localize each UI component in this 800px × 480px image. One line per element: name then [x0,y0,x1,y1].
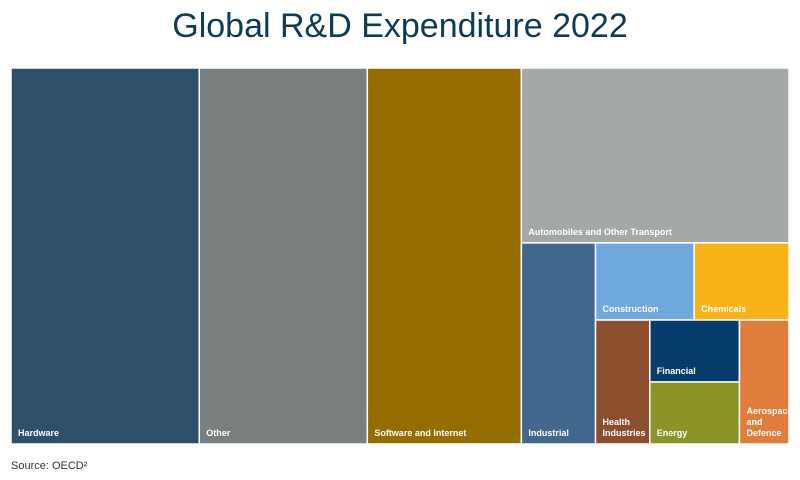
cell-label: Aerospace and Defence [746,406,795,438]
treemap-cell [693,242,790,321]
treemap-cell [594,319,651,445]
treemap-cell [649,319,741,383]
treemap-cell [738,319,790,445]
cell-label: Energy [657,428,688,438]
cell-label: Automobiles and Other Transport [528,227,672,237]
cell-label: Other [206,428,231,438]
treemap-cell [594,242,695,321]
source-note: Source: OECD² [11,460,88,472]
treemap-cell [520,242,597,445]
cell-label: Industrial [528,428,569,438]
cell-label: Financial [657,366,696,376]
treemap-cell [366,67,523,445]
cell-label: Hardware [18,428,59,438]
cell-label: Software and Internet [374,428,466,438]
treemap-cell [520,67,790,244]
cell-label: Chemicals [701,304,746,314]
cell-label: Health Industries [603,417,646,438]
cell-label: Construction [603,304,659,314]
treemap-cell [10,67,201,445]
chart-title: Global R&D Expenditure 2022 [172,7,628,45]
treemap-cell [198,67,369,445]
